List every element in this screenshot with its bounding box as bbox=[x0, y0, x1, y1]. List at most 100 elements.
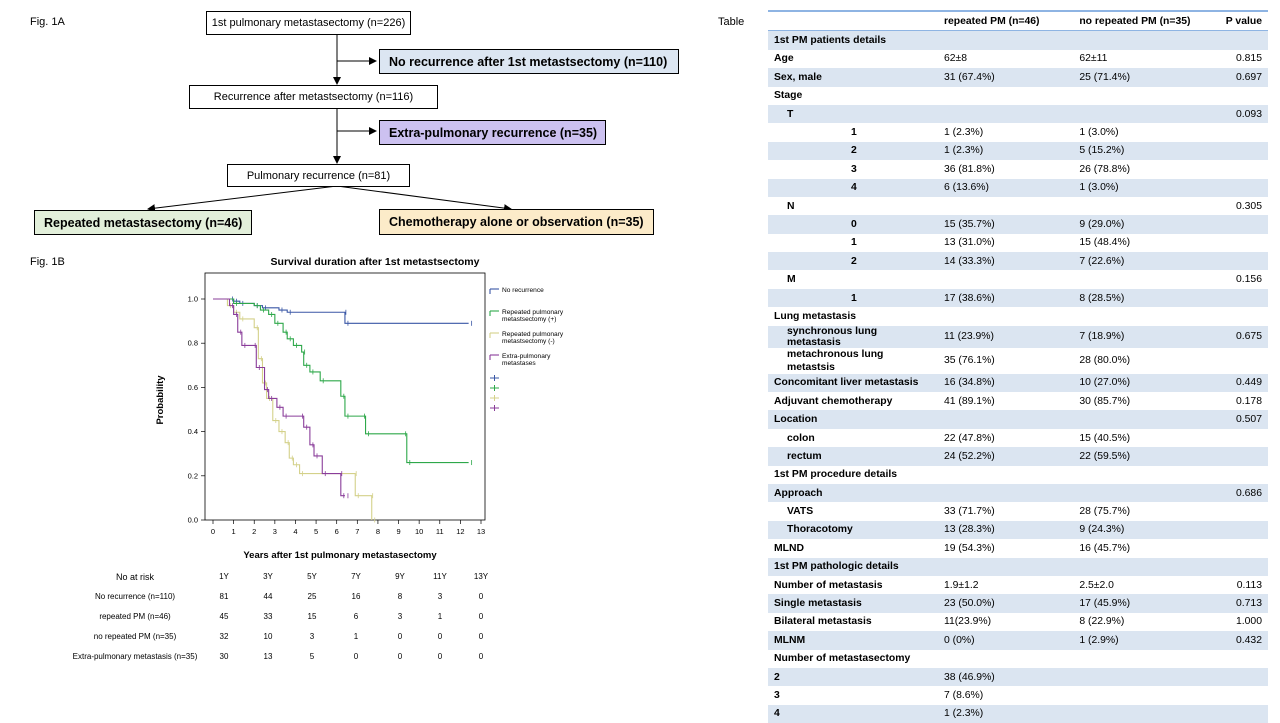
table-row-label: Concomitant liver metastasis bbox=[768, 373, 938, 393]
table-cell: 16 (45.7%) bbox=[1079, 542, 1131, 554]
risk-count: 13Y bbox=[473, 572, 489, 581]
risk-count: 13 bbox=[263, 652, 273, 661]
table-cell: 14 (33.3%) bbox=[937, 252, 1074, 271]
table-cell: 28 (75.7%) bbox=[1079, 506, 1131, 518]
table-cell: 25 (71.4%) bbox=[1073, 68, 1200, 87]
table-cell: 1 (3.0%) bbox=[1079, 127, 1119, 139]
legend-label: metastsectomy (-) bbox=[502, 338, 555, 345]
table-cell: 28 (80.0%) bbox=[1079, 355, 1131, 367]
table-row-label: Approach bbox=[768, 483, 938, 503]
table-row-label: Age bbox=[774, 53, 794, 65]
table-cell bbox=[1199, 288, 1268, 308]
legend-label: Repeated pulmonary bbox=[502, 331, 564, 338]
table-row: Age 62±8 62±11 0.815 bbox=[768, 50, 1268, 68]
table-cell bbox=[1199, 447, 1268, 466]
km-curve bbox=[213, 298, 469, 464]
table-cell: 8 (22.9%) bbox=[1079, 616, 1125, 628]
table-row-label: Sex, male bbox=[768, 68, 938, 87]
table-cell: 0.449 bbox=[1199, 373, 1268, 393]
table-cell bbox=[1200, 160, 1268, 178]
x-tick-label: 13 bbox=[477, 527, 485, 536]
table-cell bbox=[1073, 686, 1199, 704]
table-cell bbox=[937, 410, 1074, 429]
y-tick-label: 1.0 bbox=[188, 295, 198, 304]
table-row-label: 1st PM procedure details bbox=[774, 469, 897, 481]
table-cell: 15 (48.4%) bbox=[1079, 237, 1131, 249]
table-row-label: metachronous lung metastsis bbox=[787, 348, 884, 373]
table-cell bbox=[1199, 30, 1268, 50]
table-row-label: Single metastasis bbox=[768, 594, 938, 613]
table-cell: 0.713 bbox=[1199, 594, 1268, 613]
table-label: Table bbox=[718, 16, 745, 28]
table-row: Stage bbox=[768, 87, 1268, 105]
table-row-label: 4 bbox=[768, 704, 938, 723]
table-row-label: 2 bbox=[768, 667, 938, 687]
table-cell bbox=[1199, 141, 1268, 161]
risk-count: 81 bbox=[219, 592, 229, 601]
table-cell bbox=[938, 270, 1073, 288]
risk-count: 1 bbox=[353, 632, 359, 641]
table-cell bbox=[1073, 87, 1199, 105]
table-row: 1st PM procedure details bbox=[768, 466, 1268, 484]
table-row-label: Stage bbox=[774, 90, 803, 102]
plot-frame bbox=[204, 272, 486, 521]
table-cell bbox=[1200, 234, 1268, 252]
table-cell bbox=[1200, 650, 1268, 668]
table-cell bbox=[1073, 667, 1200, 687]
table-cell: 24 (52.2%) bbox=[937, 447, 1074, 466]
table-cell bbox=[1200, 307, 1268, 325]
table-cell: 30 (85.7%) bbox=[1079, 395, 1131, 407]
table-cell: 0.178 bbox=[1235, 395, 1262, 407]
x-tick-label: 6 bbox=[335, 527, 339, 536]
risk-count: 0 bbox=[478, 632, 484, 641]
table-row-label: Thoracotomy bbox=[768, 520, 938, 540]
risk-row-label: No at risk bbox=[115, 572, 154, 582]
y-tick-label: 0.8 bbox=[188, 339, 198, 348]
table-cell: 31 (67.4%) bbox=[937, 68, 1074, 87]
flow-box-extra-pulmonary: Extra-pulmonary recurrence (n=35) bbox=[379, 120, 606, 145]
table-row: 1st PM patients details bbox=[768, 30, 1268, 50]
risk-count: 1Y bbox=[219, 572, 229, 581]
table-row: VATS 33 (71.7%) 28 (75.7%) bbox=[768, 502, 1268, 520]
table-cell: 17 (38.6%) bbox=[937, 288, 1074, 308]
table-cell: 0.113 bbox=[1236, 579, 1262, 591]
table-cell bbox=[1073, 104, 1200, 124]
table-cell: 11 (23.9%) bbox=[937, 325, 1074, 348]
table-cell: 22 (47.8%) bbox=[943, 432, 995, 444]
table-cell bbox=[937, 483, 1074, 503]
table-row-label: MLND bbox=[774, 542, 805, 554]
table-row: Approach 0.686 bbox=[768, 483, 1268, 503]
risk-row: no repeated PM (n=35) 32 10 3 1 0 0 0 bbox=[60, 632, 520, 652]
table-header-cell: repeated PM (n=46) bbox=[937, 10, 1074, 32]
table-row-label: 2 bbox=[768, 252, 938, 271]
table-cell: 17 (45.9%) bbox=[1073, 594, 1200, 613]
km-curve bbox=[213, 298, 373, 520]
table-cell bbox=[1200, 87, 1268, 105]
table-cell bbox=[1073, 410, 1200, 429]
table-row-label: 1 bbox=[851, 237, 857, 249]
table-cell bbox=[1200, 429, 1268, 447]
legend-label: metastases bbox=[502, 360, 536, 367]
table-cell: 15 (40.5%) bbox=[1079, 432, 1131, 444]
table-cell bbox=[1073, 307, 1199, 325]
legend-label: Extra-pulmonary bbox=[502, 353, 551, 360]
table-cell: 13 (28.3%) bbox=[937, 520, 1074, 540]
table-row-label: VATS bbox=[787, 506, 814, 518]
table-row-label: Adjuvant chemotherapy bbox=[774, 395, 893, 407]
table-cell: 23 (50.0%) bbox=[937, 594, 1074, 613]
risk-count: 0 bbox=[478, 592, 484, 601]
table-cell: 62±8 bbox=[943, 53, 967, 65]
table-row: MLND 19 (54.3%) 16 (45.7%) bbox=[768, 539, 1268, 557]
table-header-cell: no repeated PM (n=35) bbox=[1073, 10, 1200, 32]
risk-count: 32 bbox=[219, 632, 229, 641]
table-cell bbox=[1200, 686, 1268, 704]
x-tick-label: 7 bbox=[355, 527, 359, 536]
table-row-label: M bbox=[787, 274, 796, 286]
table-row-label: 1st PM patients details bbox=[768, 30, 938, 50]
table-cell bbox=[1073, 557, 1200, 576]
risk-row: No recurrence (n=110) 81 44 25 16 8 3 0 bbox=[60, 592, 520, 612]
table-cell: 33 (71.7%) bbox=[943, 506, 995, 518]
table-row-label: Location bbox=[768, 410, 938, 429]
flow-box-recurrence: Recurrence after metastsectomy (n=116) bbox=[189, 85, 438, 109]
risk-count: 6 bbox=[353, 612, 359, 621]
